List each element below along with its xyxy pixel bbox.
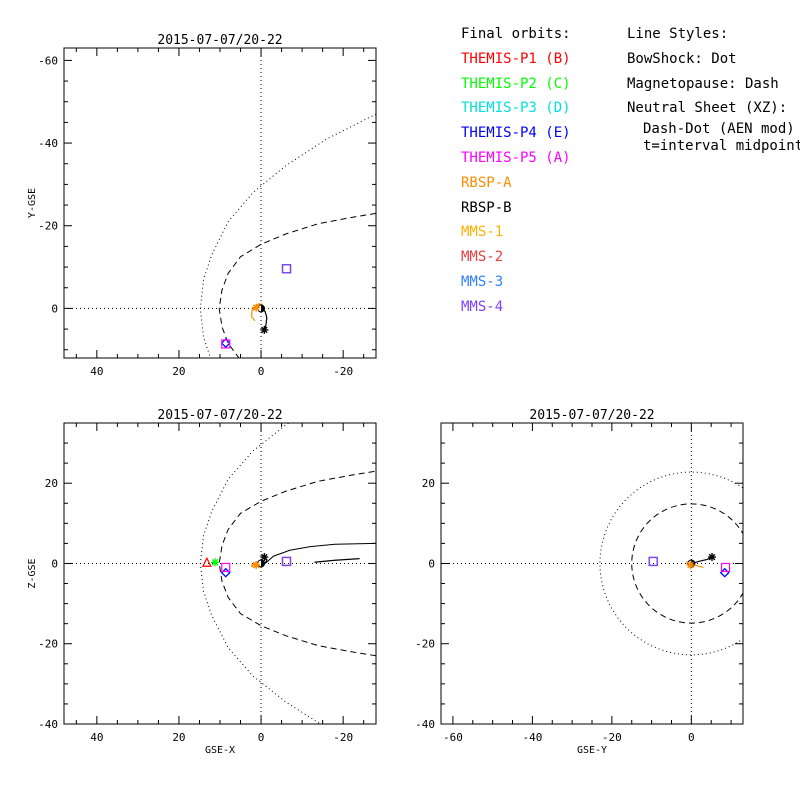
- y-axis-label: Y-GSE: [27, 188, 38, 218]
- y-tick-label: 20: [422, 477, 435, 490]
- x-tick-label: 0: [258, 365, 265, 378]
- neutral-sheet-style-label: Neutral Sheet (XZ):: [627, 100, 788, 117]
- bowshock-curve: [199, 423, 322, 724]
- orbit-marker-rbsp-b: [708, 553, 717, 562]
- panel-yz: -60 -40 -20 0 -40 -20 0 20 2015-07-07/20-22 GSE-Y: [415, 408, 744, 756]
- legend-entry-mms-2: MMS-2: [461, 249, 504, 266]
- x-tick-label: -20: [602, 731, 622, 744]
- y-tick-label: 20: [45, 477, 58, 490]
- bowshock-curve: [199, 113, 376, 358]
- y-tick-label: -40: [38, 718, 58, 731]
- legend-entry-themis-p2-c: THEMIS-P2 (C): [461, 75, 571, 92]
- x-tick-label: 0: [258, 731, 265, 744]
- line-style-legend: Line Styles: BowShock: Dot Magnetopause:…: [627, 22, 800, 155]
- legend-entry-themis-p1-b: THEMIS-P1 (B): [461, 50, 571, 67]
- orbit-marker-themis-p1: [203, 527, 211, 535]
- x-axis-label: GSE-Y: [577, 745, 607, 756]
- neutral-sheet-note-time: t=interval midpoint: [643, 138, 800, 155]
- y-tick-label: 0: [428, 557, 435, 570]
- legend-entry-themis-p5-a: THEMIS-P5 (A): [461, 149, 571, 166]
- magnetopause-style-label: Magnetopause: Dash: [627, 75, 779, 92]
- magnetopause-curve: [218, 212, 376, 358]
- orbit-marker-mms-4: [281, 556, 292, 567]
- orbit-marker-themis-p2: [211, 543, 219, 551]
- x-tick-label: -20: [333, 731, 353, 744]
- orbit-marker-mms-2: [281, 556, 292, 567]
- orbit-legend-title: Final orbits:: [461, 26, 571, 42]
- legend-entry-mms-3: MMS-3: [461, 273, 504, 290]
- panel-title: 2015-07-07/20-22: [157, 408, 282, 423]
- orbit-marker-themis-p5: [720, 562, 731, 573]
- orbit-marker-themis-p3: [220, 567, 231, 578]
- orbit-marker-rbsp-b: [260, 325, 269, 334]
- orbit-marker-themis-p4: [220, 338, 231, 348]
- panel-xy: 40 20 0 -20 -60 -40 -20 0 2015-07-07/20-22 Y-GSE: [27, 33, 377, 551]
- bowshock-style-label: BowShock: Dot: [627, 50, 737, 67]
- x-tick-label: -60: [443, 731, 463, 744]
- y-tick-label: -20: [38, 638, 58, 651]
- orbit-marker-rbsp-a: [252, 303, 261, 312]
- orbit-marker-mms-4: [648, 556, 658, 567]
- y-tick-label: 0: [51, 302, 58, 315]
- y-axis-label: Z-GSE: [27, 558, 38, 588]
- rbsp-b-track-far: [314, 558, 360, 563]
- x-tick-label: 40: [90, 365, 103, 378]
- y-tick-label: 0: [51, 557, 58, 570]
- x-tick-label: -40: [522, 731, 542, 744]
- rbsp-b-track-far: [314, 525, 359, 539]
- orbit-marker-rbsp-a: [686, 561, 695, 570]
- x-tick-label: 20: [172, 731, 185, 744]
- x-tick-label: 40: [90, 731, 103, 744]
- y-tick-label: -60: [38, 54, 58, 67]
- y-tick-label: -20: [415, 638, 435, 651]
- y-tick-label: -20: [38, 220, 58, 233]
- earth-night-side: [261, 559, 265, 567]
- orbit-marker-mms-3: [281, 556, 292, 567]
- orbit-marker-mms-4: [281, 264, 292, 274]
- x-axis-label: GSE-X: [205, 745, 235, 756]
- neutral-sheet-note-model: Dash-Dot (AEN mod): [643, 121, 795, 138]
- orbit-marker-themis-p2: [211, 558, 220, 567]
- orbit-marker-mms-1: [281, 264, 292, 274]
- earth-night-side: [261, 304, 265, 312]
- panel-xz: 40 20 0 -20 -40 -20 0 20 2015-07-07/20-22 GSE-X Z-…: [27, 408, 377, 756]
- orbit-marker-themis-p4: [220, 567, 231, 578]
- legend-entry-mms-1: MMS-1: [461, 224, 504, 241]
- orbit-legend: Final orbits: THEMIS-P1 (B) THEMIS-P2 (C)…: [461, 22, 571, 320]
- orbit-marker-mms-3: [281, 264, 292, 274]
- magnetopause-curve: [218, 470, 376, 657]
- orbit-marker-mms-3: [648, 556, 658, 567]
- orbit-marker-rbsp-a: [252, 561, 261, 570]
- panel-xy-plot-area: [64, 48, 376, 551]
- line-style-legend-title: Line Styles:: [627, 26, 729, 42]
- x-tick-label: 20: [172, 365, 185, 378]
- orbit-marker-themis-p1: [201, 556, 212, 567]
- y-tick-label: -40: [38, 137, 58, 150]
- rbsp-a-track: [250, 303, 263, 322]
- legend-entry-rbsp-a: RBSP-A: [461, 174, 512, 191]
- orbit-marker-mms-2: [281, 264, 292, 274]
- panel-yz-plot-area: [441, 423, 743, 724]
- legend-entry-mms-4: MMS-4: [461, 298, 504, 315]
- panel-xz-plot-area: [64, 423, 376, 724]
- y-tick-label: -40: [415, 718, 435, 731]
- orbit-marker-themis-p5: [221, 562, 231, 573]
- legend-entry-rbsp-b: RBSP-B: [461, 199, 512, 216]
- x-tick-label: 0: [688, 731, 695, 744]
- orbit-marker-mms-2: [648, 556, 658, 567]
- panel-title: 2015-07-07/20-22: [157, 33, 282, 48]
- panel-frame: [63, 422, 377, 725]
- orbit-marker-themis-p5: [221, 339, 231, 349]
- legend-entry-themis-p3-d: THEMIS-P3 (D): [461, 100, 571, 117]
- panel-frame: [440, 422, 744, 725]
- orbit-marker-mms-1: [281, 556, 292, 567]
- magnetopause-circle: [631, 503, 743, 624]
- x-tick-label: -20: [333, 365, 353, 378]
- neutral-sheet-curve: [264, 542, 376, 564]
- panel-title: 2015-07-07/20-22: [529, 408, 654, 423]
- orbit-marker-rbsp-b: [260, 553, 269, 562]
- legend-entry-themis-p4-e: THEMIS-P4 (E): [461, 125, 571, 142]
- orbit-marker-mms-1: [648, 556, 658, 567]
